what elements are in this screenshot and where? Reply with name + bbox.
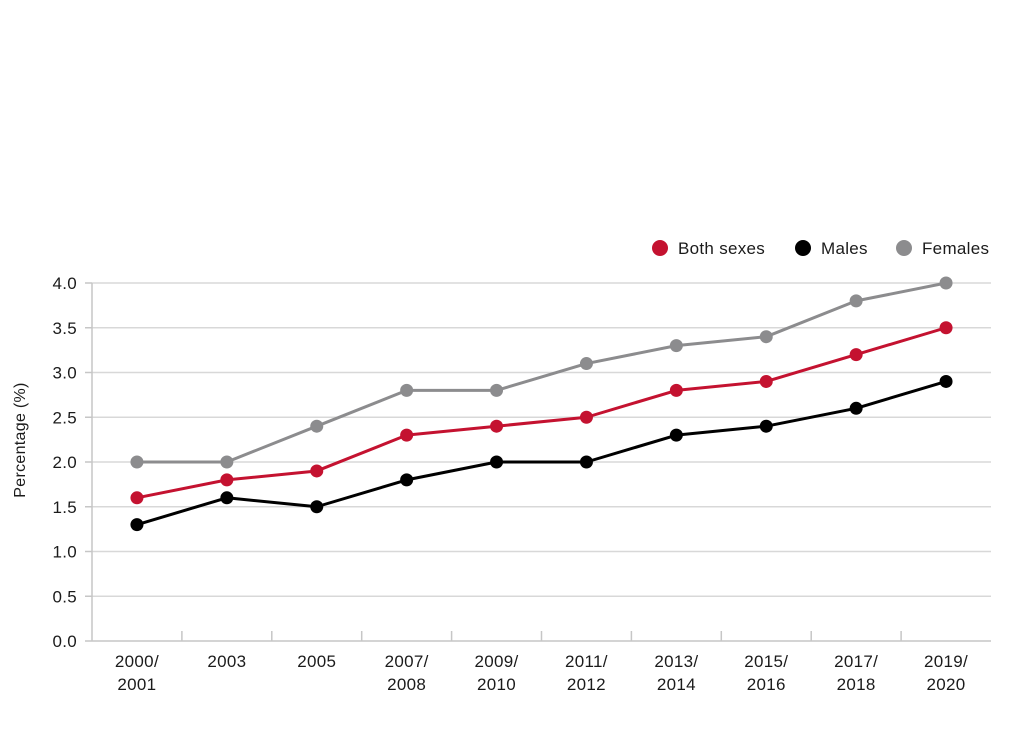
data-point-both-sexes xyxy=(220,473,234,487)
y-tick-label: 4.0 xyxy=(52,274,77,293)
legend-dot-females xyxy=(896,240,912,256)
legend-label-females: Females xyxy=(922,239,989,258)
y-tick-label: 2.5 xyxy=(52,408,77,427)
legend-dot-both-sexes xyxy=(652,240,668,256)
data-point-both-sexes xyxy=(939,321,953,335)
data-point-males xyxy=(849,401,863,415)
data-point-males xyxy=(490,455,504,469)
y-tick-label: 3.0 xyxy=(52,364,77,383)
x-tick-label: 2009/ xyxy=(475,652,519,671)
series-line-females xyxy=(135,281,948,464)
y-tick-label: 3.5 xyxy=(52,319,77,338)
x-tick-label: 2005 xyxy=(297,652,336,671)
data-point-females xyxy=(400,383,414,397)
x-tick-label: 2010 xyxy=(477,675,516,694)
data-point-females xyxy=(759,330,773,344)
x-tick-label: 2001 xyxy=(117,675,156,694)
data-point-males xyxy=(400,473,414,487)
data-point-females xyxy=(939,276,953,290)
data-point-males xyxy=(579,455,593,469)
x-tick-label: 2003 xyxy=(207,652,246,671)
x-tick-label: 2018 xyxy=(837,675,876,694)
data-point-males xyxy=(220,491,234,505)
series-line-both-sexes xyxy=(135,326,948,500)
x-tick-label: 2013/ xyxy=(654,652,698,671)
y-axis-title: Percentage (%) xyxy=(12,382,29,497)
y-tick-label: 2.0 xyxy=(52,453,77,472)
data-point-both-sexes xyxy=(310,464,324,478)
data-point-both-sexes xyxy=(130,491,144,505)
data-point-both-sexes xyxy=(759,374,773,388)
legend-label-males: Males xyxy=(821,239,868,258)
data-point-females xyxy=(130,455,144,469)
data-point-both-sexes xyxy=(490,419,504,433)
data-point-females xyxy=(490,383,504,397)
data-point-females xyxy=(669,339,683,353)
data-point-males xyxy=(669,428,683,442)
legend-dot-males xyxy=(795,240,811,256)
data-point-males xyxy=(759,419,773,433)
data-point-females xyxy=(310,419,324,433)
x-tick-label: 2019/ xyxy=(924,652,968,671)
y-tick-label: 0.0 xyxy=(52,632,77,651)
data-point-both-sexes xyxy=(579,410,593,424)
series-line-males xyxy=(135,379,948,527)
x-tick-label: 2017/ xyxy=(834,652,878,671)
y-tick-label: 0.5 xyxy=(52,587,77,606)
data-point-females xyxy=(579,357,593,371)
x-tick-label: 2014 xyxy=(657,675,696,694)
data-point-both-sexes xyxy=(849,348,863,362)
x-tick-label: 2012 xyxy=(567,675,606,694)
data-point-both-sexes xyxy=(669,383,683,397)
x-tick-label: 2020 xyxy=(927,675,966,694)
legend-label-both-sexes: Both sexes xyxy=(678,239,765,258)
data-point-both-sexes xyxy=(400,428,414,442)
data-point-females xyxy=(849,294,863,308)
data-point-males xyxy=(130,518,144,532)
x-tick-label: 2015/ xyxy=(744,652,788,671)
x-tick-label: 2011/ xyxy=(565,652,608,671)
x-tick-label: 2007/ xyxy=(385,652,429,671)
data-point-males xyxy=(939,374,953,388)
x-tick-label: 2000/ xyxy=(115,652,159,671)
y-tick-label: 1.5 xyxy=(52,498,77,517)
data-point-males xyxy=(310,500,324,514)
data-point-females xyxy=(220,455,234,469)
x-tick-label: 2008 xyxy=(387,675,426,694)
x-tick-label: 2016 xyxy=(747,675,786,694)
y-tick-label: 1.0 xyxy=(52,543,77,562)
